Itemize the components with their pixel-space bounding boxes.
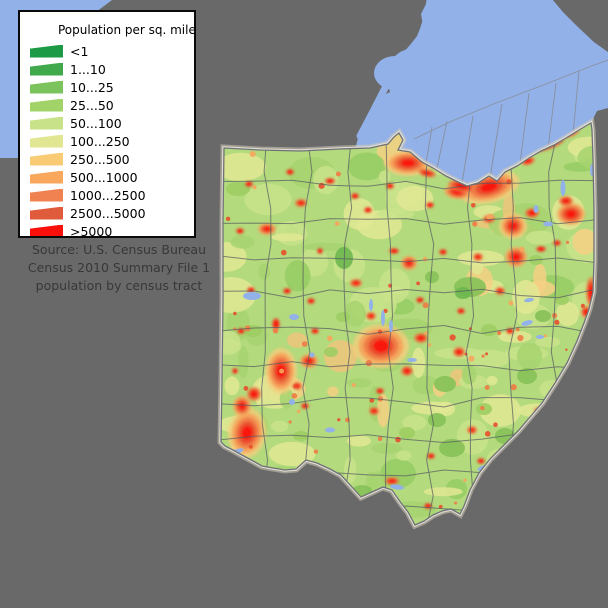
legend-row: 50...100 [20,114,194,132]
city-cluster-springfield [300,354,318,368]
legend-label: 100...250 [70,133,130,149]
legend-swatch [30,134,63,148]
lake-erie [355,0,608,186]
legend-label: 1...10 [70,61,106,77]
legend-swatch [30,98,63,112]
city-cluster-alliance [536,246,546,252]
legend-label: 250...500 [70,151,130,167]
legend-label: 25...50 [70,97,114,113]
legend-swatch [30,116,63,130]
city-cluster-warren [559,196,573,206]
legend-row: 500...1000 [20,168,194,186]
rural-green-patches [226,182,569,497]
city-cluster-eaton [232,368,238,374]
legend-swatch [30,224,63,236]
city-cluster-sandusky [418,168,436,178]
legend-swatch [30,80,63,94]
city-cluster-athens [467,426,477,434]
legend-label: 2500...5000 [70,205,146,221]
legend-label: 1000...2500 [70,187,146,203]
source-line: Census 2010 Summary File 1 [27,260,211,275]
legend-row: <1 [20,42,194,60]
city-cluster-lancaster [401,366,413,376]
city-cluster-kenton [317,248,323,254]
legend: Population per sq. mile <1 1...10 10...25 2… [18,10,196,238]
city-cluster-fostoria [351,193,359,199]
city-cluster-middletown [247,387,261,401]
legend-label: >5000 [70,223,113,238]
city-cluster-youngstown [557,203,585,225]
city-cluster-urbana [311,328,319,334]
west-water [0,0,112,158]
city-cluster-bowling-green [325,178,335,184]
city-cluster-wooster [473,253,483,261]
st-clair-river [401,0,434,60]
legend-label: <1 [70,43,89,59]
city-cluster-akron [499,213,527,239]
city-cluster-findlay [295,199,307,207]
city-cluster-van-wert [236,228,244,234]
ontario-shore [553,0,608,52]
city-cluster-jackson [427,453,435,459]
city-cluster-new-philadelphia [495,287,505,295]
legend-row: 100...250 [20,132,194,150]
city-cluster-napoleon [286,169,294,175]
city-cluster-coshocton [457,308,465,314]
city-cluster-columbus [353,324,409,368]
city-cluster-chillicothe [369,407,379,415]
city-cluster-mansfield [401,256,417,270]
legend-title: Population per sq. mile [58,23,196,37]
source-line: Source: U.S. Census Bureau [31,242,207,257]
city-cluster-circleville [376,388,384,394]
city-cluster-norwalk [426,202,434,208]
city-cluster-newark [414,333,428,343]
legend-label: 10...25 [70,79,114,95]
lake-st-clair [374,56,416,90]
legend-row: 1...10 [20,60,194,78]
legend-swatch [30,170,63,184]
legend-row: 10...25 [20,78,194,96]
city-cluster-marion [350,279,362,287]
city-cluster-sidney [283,288,291,294]
city-cluster-zanesville [453,347,465,357]
city-cluster-bucyrus-galion [389,248,399,254]
source-note: Source: U.S. Census Bureau Census 2010 Su… [0,241,238,295]
city-cluster-delaware [366,312,376,320]
legend-swatch [30,152,63,166]
detroit-river [356,84,389,140]
city-cluster-hamilton [233,396,251,416]
legend-row: 25...50 [20,96,194,114]
lake-county-lines [413,59,608,184]
legend-row: 2500...5000 [20,204,194,222]
city-cluster-fremont [386,183,394,189]
legend-row: >5000 [20,222,194,238]
city-cluster-defiance [245,181,253,187]
city-cluster-wilmington [301,403,309,409]
city-cluster-bellefontaine [307,298,315,304]
legend-label: 50...100 [70,115,122,131]
city-cluster-gallipolis [477,458,485,464]
city-cluster-portsmouth [385,477,399,485]
legend-rows: <1 1...10 10...25 25...50 50...100 100...250 2… [20,42,194,238]
city-cluster-lima [258,223,276,235]
city-cluster-ashland [439,249,447,255]
legend-swatch [30,44,63,58]
legend-row: 250...500 [20,150,194,168]
legend-row: 1000...2500 [20,186,194,204]
legend-swatch [30,206,63,220]
legend-label: 500...1000 [70,169,138,185]
state-border [220,121,595,526]
city-cluster-cincinnati [227,408,267,458]
legend-swatch [30,188,63,202]
legend-swatch [30,62,63,76]
city-cluster-tiffin [364,207,372,213]
city-cluster-mount-vernon [416,297,424,303]
source-line: population by census tract [35,278,203,293]
